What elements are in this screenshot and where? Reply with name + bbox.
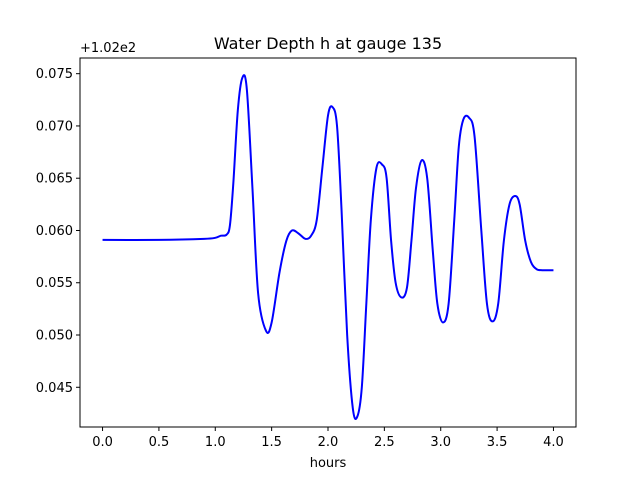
y-tick-label: 0.075	[36, 67, 73, 82]
x-tick-label: 0.0	[92, 435, 113, 450]
y-tick-label: 0.065	[36, 172, 73, 187]
y-axis: 0.045 0.050 0.055 0.060 0.065 0.070 0.075	[36, 67, 80, 396]
y-tick-label: 0.060	[36, 224, 73, 239]
x-tick-label: 3.0	[430, 435, 451, 450]
y-tick-label: 0.055	[36, 276, 73, 291]
x-tick-label: 2.5	[374, 435, 395, 450]
x-axis-label: hours	[310, 456, 347, 471]
x-tick-label: 1.0	[205, 435, 226, 450]
y-tick-label: 0.070	[36, 119, 73, 134]
x-axis: 0.0 0.5 1.0 1.5 2.0 2.5 3.0 3.5 4.0	[92, 427, 564, 450]
x-tick-label: 0.5	[149, 435, 170, 450]
series-line	[102, 74, 554, 421]
y-tick-label: 0.050	[36, 329, 73, 344]
chart-title: Water Depth h at gauge 135	[214, 34, 442, 53]
y-offset-label: +1.02e2	[80, 41, 136, 56]
y-tick-label: 0.045	[36, 381, 73, 396]
x-tick-label: 1.5	[261, 435, 282, 450]
x-tick-label: 3.5	[487, 435, 508, 450]
x-tick-label: 4.0	[543, 435, 564, 450]
x-tick-label: 2.0	[318, 435, 339, 450]
series-group	[102, 74, 554, 421]
